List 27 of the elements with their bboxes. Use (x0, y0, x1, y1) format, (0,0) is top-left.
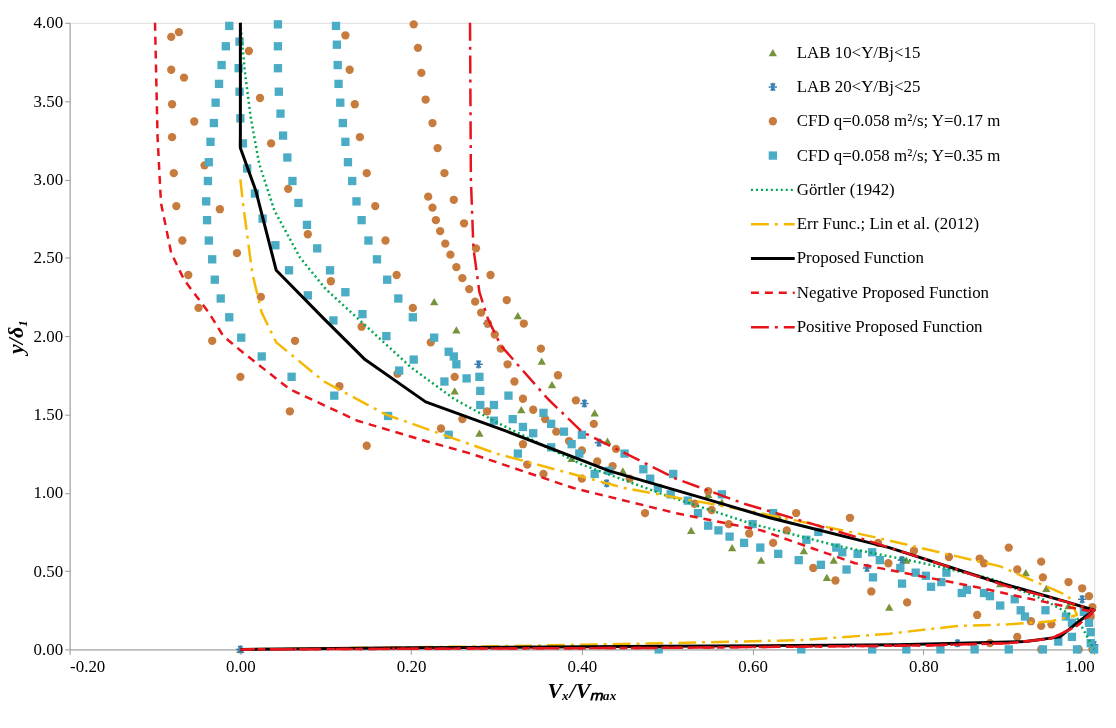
y-tick-label: 2.50 (33, 248, 64, 268)
x-axis-title: Vₓ/Vₘₐₓ (547, 678, 618, 703)
y-axis-title: y/δ₁ (3, 319, 28, 357)
legend-label: Positive Proposed Function (796, 317, 984, 337)
legend-label: LAB 10<Y/Bj<15 (796, 42, 921, 62)
y-tick-label: 3.00 (33, 169, 64, 189)
x-tick-label: 1.00 (1065, 656, 1095, 676)
x-tick-label: -0.20 (70, 656, 106, 676)
y-tick-label: 3.50 (33, 91, 64, 111)
legend-label: CFD q=0.058 m²/s; Y=0.35 m (796, 145, 1001, 165)
legend-label: Negative Proposed Function (796, 282, 990, 302)
x-tick-label: 0.00 (226, 656, 256, 676)
y-tick-label: 0.00 (33, 639, 64, 659)
legend-label: Görtler (1942) (796, 179, 895, 199)
legend-label: Err Func.; Lin et al. (2012) (796, 214, 980, 234)
legend-label: LAB 20<Y/Bj<25 (796, 76, 921, 96)
y-tick-label: 4.00 (33, 13, 64, 33)
x-tick-label: 0.80 (909, 656, 939, 676)
y-tick-label: 1.50 (33, 404, 64, 424)
y-tick-label: 2.00 (33, 326, 64, 346)
x-tick-label: 0.60 (738, 656, 768, 676)
legend-label: Proposed Function (796, 248, 925, 268)
y-tick-label: 0.50 (33, 561, 64, 581)
x-tick-label: 0.40 (567, 656, 598, 676)
x-tick-label: 0.20 (396, 656, 427, 676)
legend-label: CFD q=0.058 m²/s; Y=0.17 m (796, 111, 1001, 131)
y-tick-label: 1.00 (33, 483, 64, 503)
